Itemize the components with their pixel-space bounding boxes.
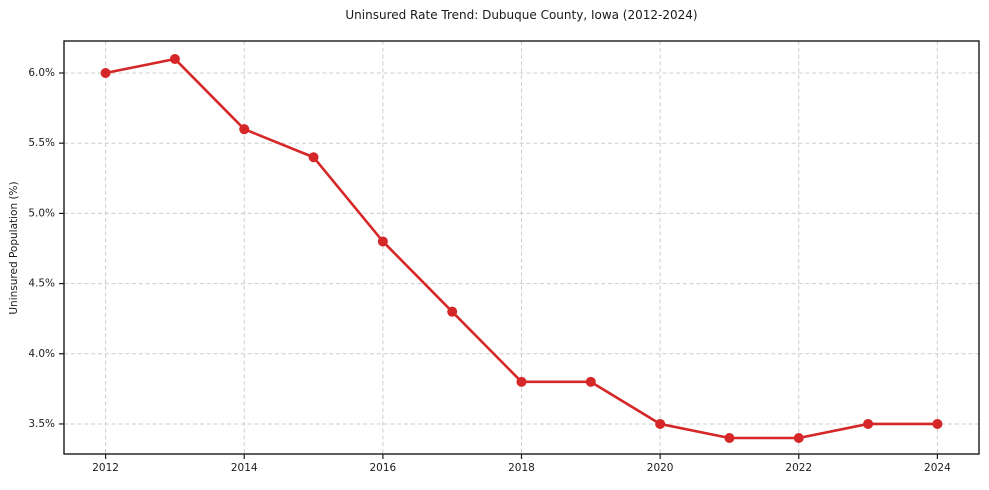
y-tick-label: 5.0% bbox=[28, 207, 55, 219]
x-tick-label: 2012 bbox=[92, 462, 119, 474]
data-point bbox=[932, 418, 943, 429]
y-tick-label: 3.5% bbox=[28, 418, 55, 430]
y-tick-label: 4.5% bbox=[28, 278, 55, 290]
data-point bbox=[516, 376, 527, 387]
data-point bbox=[239, 124, 250, 135]
x-tick-label: 2020 bbox=[647, 462, 674, 474]
x-tick-label: 2016 bbox=[369, 462, 396, 474]
data-point bbox=[724, 432, 735, 443]
x-tick-label: 2018 bbox=[508, 462, 535, 474]
data-point bbox=[793, 432, 804, 443]
x-tick-label: 2014 bbox=[231, 462, 258, 474]
data-point bbox=[169, 53, 180, 64]
x-tick-label: 2024 bbox=[924, 462, 951, 474]
y-tick-label: 5.5% bbox=[28, 137, 55, 149]
data-point bbox=[377, 236, 388, 247]
y-tick-label: 4.0% bbox=[28, 348, 55, 360]
data-point bbox=[447, 306, 458, 317]
data-point bbox=[100, 68, 111, 79]
y-tick-label: 6.0% bbox=[28, 67, 55, 79]
data-point bbox=[308, 152, 319, 163]
x-tick-label: 2022 bbox=[785, 462, 812, 474]
data-point bbox=[863, 418, 874, 429]
chart-title: Uninsured Rate Trend: Dubuque County, Io… bbox=[345, 8, 698, 22]
data-point bbox=[655, 418, 666, 429]
data-point bbox=[585, 376, 596, 387]
